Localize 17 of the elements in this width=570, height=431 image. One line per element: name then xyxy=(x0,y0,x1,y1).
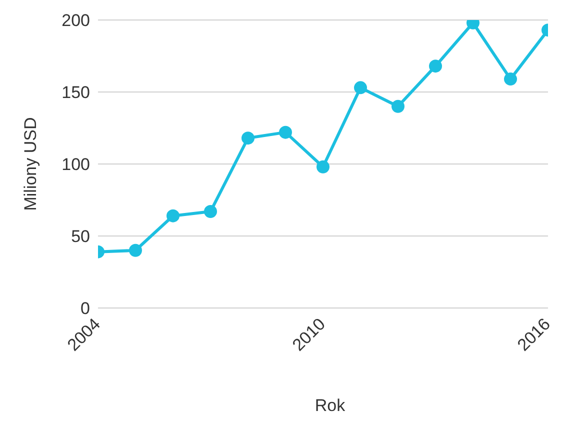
point xyxy=(504,72,517,86)
y-tick-label: 0 xyxy=(80,299,90,318)
y-tick-label: 150 xyxy=(62,83,90,102)
point xyxy=(166,209,180,222)
y-tick-label: 200 xyxy=(62,11,90,30)
point xyxy=(354,81,367,94)
point xyxy=(392,100,404,113)
point xyxy=(316,160,330,174)
y-tick-label: 100 xyxy=(62,155,90,174)
point xyxy=(129,244,142,257)
x-axis-title: Rok xyxy=(314,396,346,416)
point xyxy=(242,132,254,145)
y-axis-title: Miliony USD xyxy=(21,117,40,211)
point xyxy=(429,60,442,73)
point xyxy=(279,126,292,139)
point xyxy=(204,205,217,218)
y-tick-label: 50 xyxy=(71,227,90,246)
